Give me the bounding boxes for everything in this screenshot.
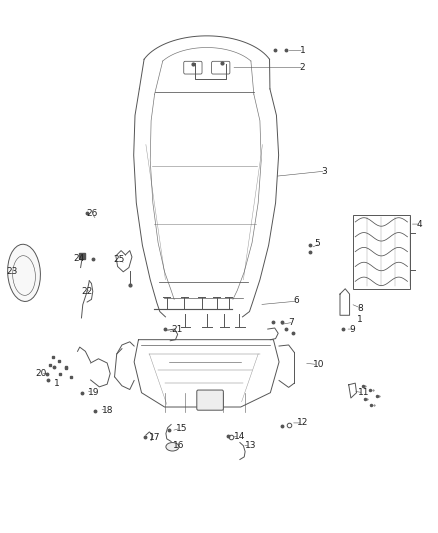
- Text: 25: 25: [114, 255, 125, 264]
- Text: 24: 24: [73, 254, 85, 263]
- Text: 19: 19: [88, 388, 99, 397]
- FancyBboxPatch shape: [197, 390, 223, 410]
- Text: 2: 2: [300, 63, 305, 72]
- Text: 23: 23: [7, 268, 18, 276]
- Text: 5: 5: [315, 239, 321, 248]
- Text: 14: 14: [234, 432, 246, 441]
- Text: 13: 13: [245, 441, 257, 450]
- Text: 8: 8: [357, 304, 363, 313]
- Text: 26: 26: [86, 209, 98, 218]
- Text: 7: 7: [289, 318, 294, 327]
- Text: 3: 3: [321, 166, 327, 175]
- Text: 9: 9: [350, 325, 355, 334]
- Text: 17: 17: [149, 433, 161, 442]
- Text: 20: 20: [35, 369, 47, 378]
- Text: 11: 11: [358, 388, 370, 397]
- Text: 22: 22: [81, 287, 92, 296]
- Ellipse shape: [166, 442, 179, 451]
- Text: 1: 1: [300, 46, 305, 55]
- Text: 6: 6: [294, 296, 300, 305]
- FancyBboxPatch shape: [212, 61, 230, 74]
- Text: 1: 1: [53, 378, 60, 387]
- Text: 15: 15: [176, 424, 187, 433]
- Text: 16: 16: [173, 441, 185, 450]
- FancyBboxPatch shape: [184, 61, 202, 74]
- Text: 12: 12: [297, 418, 309, 427]
- Text: 21: 21: [171, 325, 183, 334]
- Text: 18: 18: [102, 406, 113, 415]
- Text: 10: 10: [313, 360, 324, 369]
- Text: 1: 1: [357, 315, 363, 324]
- Bar: [353, 215, 410, 289]
- Ellipse shape: [7, 244, 40, 302]
- Text: 4: 4: [417, 220, 423, 229]
